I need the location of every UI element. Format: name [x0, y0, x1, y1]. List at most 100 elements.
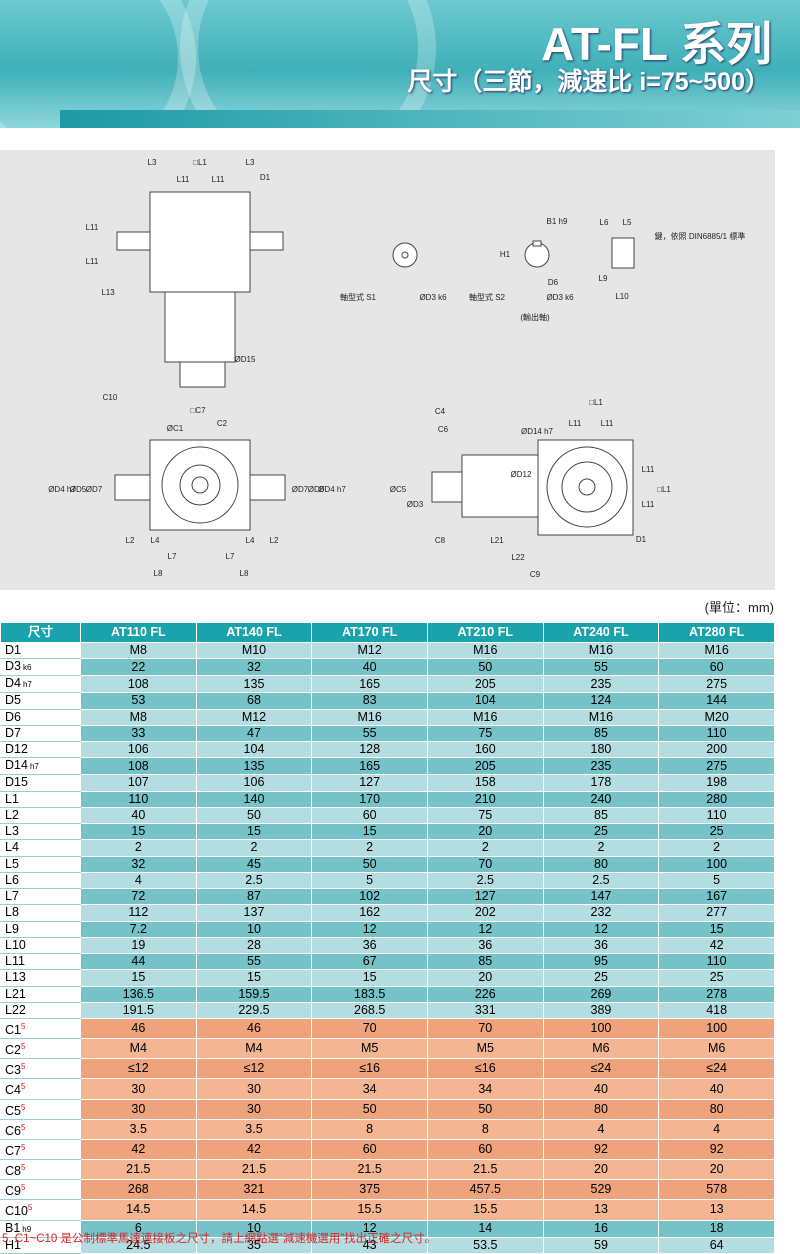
row-label: C55	[0, 1098, 81, 1120]
row-label-text: C1	[5, 1023, 21, 1038]
row-label: L3	[0, 822, 81, 841]
dimension-label: ØD12	[511, 470, 532, 479]
table-cell: 183.5	[311, 985, 428, 1003]
table-cell: 60	[658, 658, 775, 677]
table-row: C15 46 46 70 70 100 100	[0, 1017, 775, 1040]
table-cell: 107	[80, 774, 197, 792]
table-cell: 55	[542, 658, 660, 677]
table-row: D14 h7 108 135 165 205 235 275	[0, 757, 775, 776]
subtitle: 尺寸（三節，減速比 i=75~500）	[407, 68, 770, 96]
table-row: L8 112 137 162 202 232 277	[0, 904, 775, 922]
dimension-label: D1	[636, 535, 647, 544]
dimension-label: L7	[226, 552, 235, 561]
table-cell: M6	[658, 1038, 775, 1060]
row-label-footnote: 5	[20, 1082, 26, 1092]
row-label: C65	[0, 1118, 81, 1140]
table-cell: 235	[542, 757, 660, 776]
spec-table: 尺寸 AT110 FL AT140 FL AT170 FL AT210 FL AT240 …	[0, 622, 775, 1254]
dimension-label: L21	[490, 536, 504, 545]
table-cell: 457.5	[426, 1179, 544, 1201]
table-cell: 15.5	[426, 1199, 544, 1221]
table-cell: 102	[311, 887, 428, 906]
column-header: AT210 FL	[426, 622, 544, 643]
dimension-label: □L1	[657, 485, 671, 494]
table-cell: 135	[195, 675, 313, 694]
dimension-label: ØD7	[292, 485, 309, 494]
row-label: D1	[0, 641, 81, 660]
dimension-label: ØD4 h7	[48, 485, 76, 494]
row-label-text: L11	[5, 954, 25, 969]
row-label: L11	[0, 952, 81, 971]
table-row: C95 268 321 375 457.5 529 578	[0, 1179, 775, 1201]
table-row: L1 110 140 170 210 240 280	[0, 790, 775, 808]
row-label-text: D7	[5, 725, 21, 740]
table-cell: 106	[195, 774, 313, 792]
table-cell: 20	[426, 822, 544, 841]
table-cell: 178	[542, 774, 660, 792]
dimension-label: □C7	[190, 406, 206, 415]
table-cell: 110	[658, 952, 775, 971]
table-cell: 42	[658, 936, 775, 955]
row-label-text: D3	[5, 659, 21, 674]
table-cell: 14.5	[195, 1199, 313, 1221]
table-cell: 50	[311, 855, 428, 873]
table-cell: 198	[658, 774, 775, 792]
row-label: C15	[0, 1017, 81, 1040]
table-cell: ≤12	[80, 1058, 197, 1080]
table-cell: 59	[542, 1236, 660, 1254]
table-cell: 32	[195, 658, 313, 677]
table-cell: 25	[658, 822, 775, 841]
row-label: D15	[0, 774, 81, 792]
row-label: D4 h7	[0, 675, 81, 694]
table-cell: 2	[195, 839, 313, 857]
table-cell: 100	[658, 855, 775, 873]
row-label: C105	[0, 1199, 81, 1221]
dimension-label: L13	[101, 288, 115, 297]
table-cell: 33	[80, 724, 197, 743]
row-label-text: D4	[5, 676, 21, 691]
row-label-text: D14	[5, 758, 28, 773]
table-cell: 32	[80, 855, 197, 873]
table-cell: 13	[658, 1199, 775, 1221]
row-label: L4	[0, 839, 81, 857]
table-row: C105 14.5 14.5 15.5 15.5 13 13	[0, 1199, 775, 1221]
table-cell: 147	[542, 887, 660, 906]
table-cell: M4	[195, 1038, 313, 1060]
table-cell: 30	[195, 1078, 313, 1100]
column-header: AT140 FL	[195, 622, 313, 643]
dimension-label: ØD4 h7	[318, 485, 346, 494]
table-cell: 4	[542, 1118, 660, 1140]
row-label-text: L6	[5, 872, 19, 887]
dimension-label: ØC5	[390, 485, 407, 494]
table-cell: 578	[658, 1179, 775, 1201]
table-row: L13 15 15 15 20 25 25	[0, 969, 775, 987]
row-label-footnote: 5	[20, 1042, 26, 1052]
table-cell: 108	[80, 675, 197, 694]
row-label-text: D5	[5, 693, 21, 708]
table-cell: M8	[80, 641, 197, 660]
table-cell: 64	[658, 1236, 775, 1254]
table-cell: 72	[80, 887, 197, 906]
table-cell: 104	[195, 740, 313, 759]
table-cell: 268	[80, 1179, 197, 1201]
table-cell: 135	[195, 757, 313, 776]
table-cell: 8	[426, 1118, 544, 1140]
table-cell: 124	[542, 692, 660, 710]
row-label: D14 h7	[0, 757, 81, 776]
table-cell: 42	[80, 1138, 197, 1161]
table-cell: 205	[426, 675, 544, 694]
table-row: D4 h7 108 135 165 205 235 275	[0, 675, 775, 694]
table-cell: 30	[80, 1078, 197, 1100]
table-row: C65 3.5 3.5 8 8 4 4	[0, 1118, 775, 1140]
table-cell: 15	[195, 969, 313, 987]
dimension-label: L22	[511, 553, 525, 562]
table-cell: 83	[311, 692, 428, 710]
table-cell: 137	[195, 904, 313, 922]
table-cell: 15	[195, 822, 313, 841]
table-cell: 46	[80, 1017, 197, 1040]
dimension-label: 鍵，依照 DIN6885/1 標準	[655, 231, 746, 241]
row-label-text: L2	[5, 807, 19, 822]
table-cell: M12	[311, 641, 428, 660]
table-cell: 42	[195, 1138, 313, 1161]
